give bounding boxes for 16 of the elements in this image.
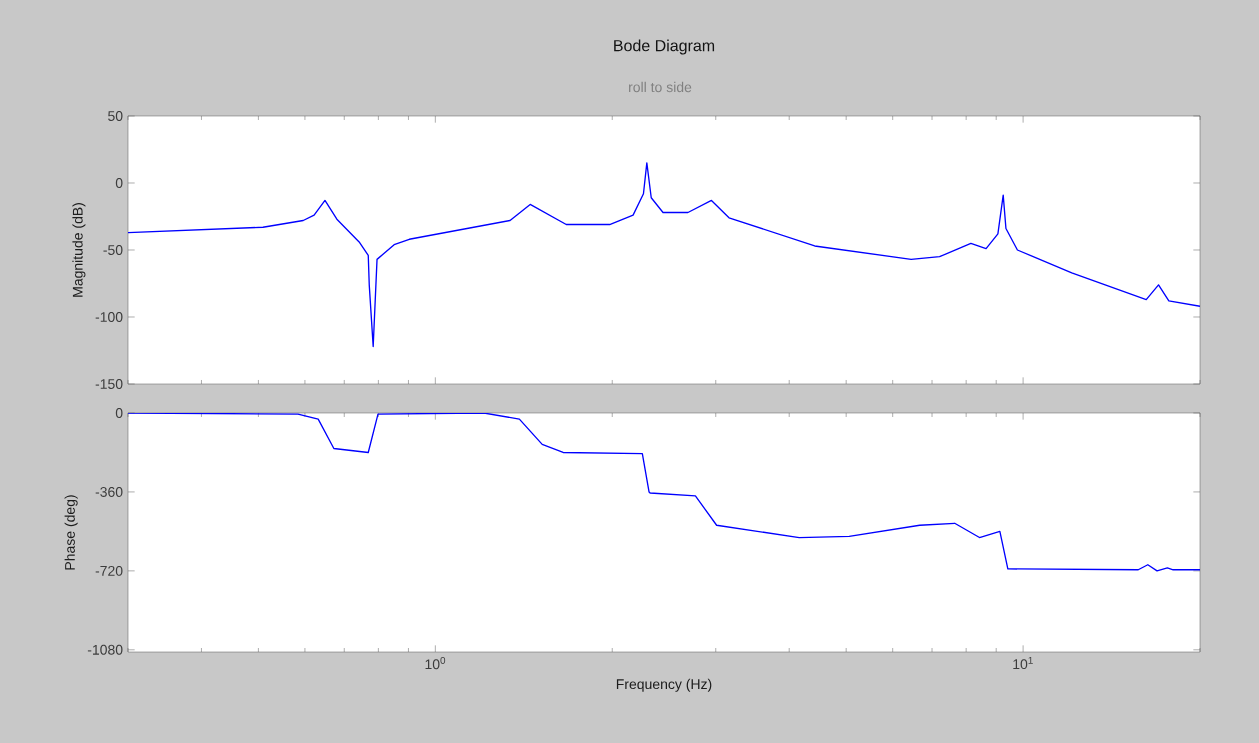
y-tick-label: -50 xyxy=(103,245,123,255)
y-tick-label: -1080 xyxy=(87,644,123,655)
x-axis-title: Frequency (Hz) xyxy=(616,678,712,692)
y-axis-title: Magnitude (dB) xyxy=(72,203,86,297)
y-tick-label: -150 xyxy=(95,379,123,389)
y-tick-label: 50 xyxy=(108,111,123,121)
x-tick-label: 10$^{0}$ xyxy=(425,656,446,670)
y-tick-label: -100 xyxy=(95,312,123,322)
y-tick-label: -360 xyxy=(95,486,123,497)
y-tick-label: 0 xyxy=(115,408,123,418)
chart-subtitle: roll to side xyxy=(629,81,692,93)
x-tick-label: 10$^{1}$ xyxy=(1013,656,1033,670)
y-axis-title: Phase (deg) xyxy=(64,495,78,570)
chart-title: Bode Diagram xyxy=(614,39,715,55)
y-tick-label: 0 xyxy=(115,178,123,188)
y-tick-label: -720 xyxy=(95,565,123,576)
